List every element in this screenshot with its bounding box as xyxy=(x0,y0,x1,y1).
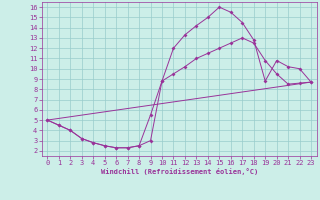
X-axis label: Windchill (Refroidissement éolien,°C): Windchill (Refroidissement éolien,°C) xyxy=(100,168,258,175)
